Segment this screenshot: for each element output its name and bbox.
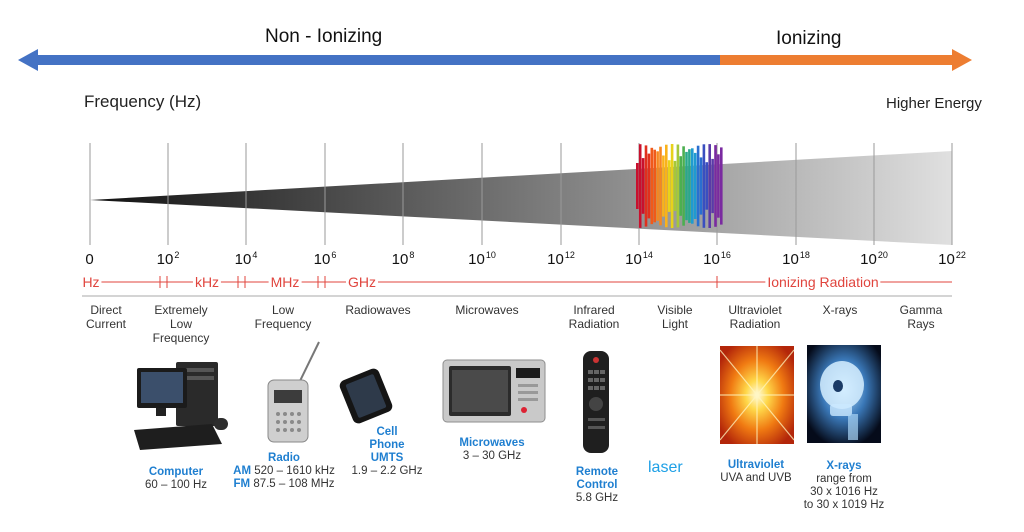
non-ionizing-arrow (18, 49, 720, 71)
light-wave-bar (644, 145, 648, 227)
tick-label-5: 1010 (468, 250, 496, 268)
tick-label-4: 108 (391, 250, 415, 268)
tick-label-9: 1018 (782, 250, 810, 268)
tick-label-2: 104 (234, 250, 258, 268)
computer-caption: Computer 60 – 100 Hz (144, 466, 208, 491)
category-x-rays: X-rays (822, 303, 858, 317)
band-mhz: MHz (268, 274, 302, 290)
ultraviolet-caption: Ultraviolet UVA and UVB (720, 459, 792, 484)
x-rays-caption: X-rays range from 30 x 1016 Hz to 30 x 1… (803, 460, 885, 511)
microwave-icon (442, 359, 546, 423)
radio-icon (267, 341, 320, 443)
light-wave-bar (641, 158, 645, 214)
tick-label-10: 1020 (860, 250, 888, 268)
energy-wedge (90, 151, 952, 245)
light-wave-bar (682, 146, 685, 226)
x-ray-skull-icon (807, 345, 881, 443)
light-wave-bar (714, 145, 717, 227)
light-wave-bar (659, 146, 662, 226)
light-wave-bar (662, 155, 665, 217)
light-wave-bar (647, 153, 651, 219)
light-wave-bar (693, 152, 697, 219)
light-wave-bar (679, 156, 682, 216)
light-wave-bar (688, 149, 691, 223)
light-wave-bar (696, 145, 700, 227)
light-wave-bar (665, 144, 668, 228)
category-visible-light: Visible Light (657, 303, 693, 331)
light-wave-bar (676, 144, 680, 228)
light-wave-bar (699, 157, 703, 215)
light-wave-bar (656, 151, 659, 221)
light-wave-bar (636, 163, 639, 209)
cell-phone-icon (339, 368, 393, 424)
category-infrared-radiation: Infrared Radiation (568, 303, 620, 331)
band-hz: Hz (80, 274, 102, 290)
category-microwaves: Microwaves (455, 303, 519, 317)
computer-icon (134, 362, 228, 450)
tick-label-7: 1014 (625, 250, 653, 268)
cell-phone-caption: Cell Phone UMTS 1.9 – 2.2 GHz (351, 426, 423, 477)
light-wave-bar (638, 144, 642, 228)
category-gamma-rays: Gamma Rays (899, 303, 943, 331)
light-wave-bar (717, 154, 720, 218)
microwaves-caption: Microwaves 3 – 30 GHz (459, 437, 525, 462)
tick-label-0: 0 (85, 251, 94, 268)
light-wave-bar (653, 149, 656, 223)
light-wave-bar (702, 144, 706, 228)
category-radiowaves: Radiowaves (345, 303, 411, 317)
category-ultraviolet-radiation: Ultraviolet Radiation (728, 303, 782, 331)
category-low-frequency: Low Frequency (254, 303, 312, 331)
light-wave-bar (667, 160, 671, 212)
light-wave-bar (670, 144, 674, 228)
visible-light-band (636, 144, 723, 228)
category-direct-current: Direct Current (85, 303, 127, 331)
tick-label-1: 102 (156, 250, 180, 268)
tick-label-11: 1022 (938, 250, 966, 268)
laser-label: laser (648, 459, 683, 476)
light-wave-bar (691, 148, 694, 224)
light-wave-bar (673, 160, 677, 211)
band-khz: kHz (192, 274, 222, 290)
band-ionizing-radiation: Ionizing Radiation (765, 274, 881, 290)
higher-energy-label: Higher Energy (886, 95, 982, 112)
light-wave-bar (685, 151, 688, 221)
light-wave-bar (711, 158, 714, 214)
ionizing-label: Ionizing (776, 28, 842, 49)
light-wave-bar (720, 147, 723, 225)
frequency-axis-label: Frequency (Hz) (84, 92, 202, 111)
light-wave-bar (708, 144, 711, 228)
band-ghz: GHz (346, 274, 378, 290)
non-ionizing-label: Non - Ionizing (265, 26, 383, 47)
radio-caption: Radio AM 520 – 1610 kHz FM 87.5 – 108 MH… (233, 452, 335, 490)
remote-control-caption: Remote Control 5.8 GHz (575, 466, 619, 504)
tick-label-6: 1012 (547, 250, 575, 268)
category-extremely-low-frequency: Extremely Low Frequency (152, 303, 210, 345)
ionizing-arrow (720, 49, 972, 71)
remote-control-icon (583, 351, 609, 453)
tick-label-8: 1016 (703, 250, 731, 268)
light-wave-bar (650, 147, 654, 225)
tick-label-3: 106 (313, 250, 337, 268)
light-wave-bar (705, 162, 709, 210)
ultraviolet-icon (719, 346, 795, 444)
